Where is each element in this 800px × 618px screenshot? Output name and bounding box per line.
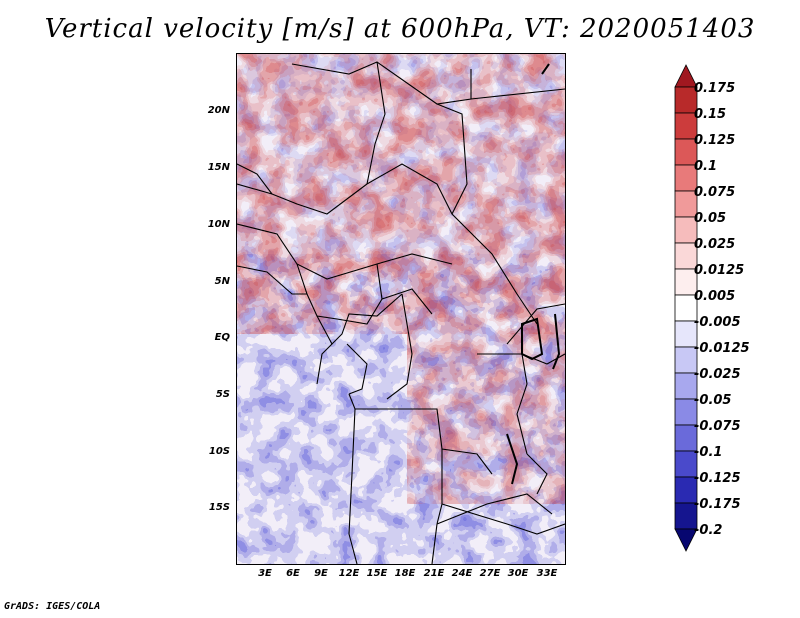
colorbar-label: 0.025 [694, 237, 736, 252]
colorbar-label: -0.075 [694, 419, 741, 434]
colorbar-label: -0.0125 [694, 341, 750, 356]
map-title: Vertical velocity [m/s] at 600hPa, VT: 2… [44, 14, 756, 44]
lat-label-10s: 10S [208, 446, 230, 457]
lon-label-30e: 30E [507, 568, 529, 579]
colorbar-label: 0.075 [694, 185, 736, 200]
lon-label-33e: 33E [536, 568, 558, 579]
colorbar-label: -0.125 [694, 471, 741, 486]
lon-label-6e: 6E [286, 568, 300, 579]
lon-label-18e: 18E [394, 568, 416, 579]
lon-label-27e: 27E [479, 568, 501, 579]
colorbar-label: 0.15 [694, 107, 727, 122]
lat-label-15n: 15N [207, 162, 230, 173]
lon-label-3e: 3E [258, 568, 272, 579]
lat-label-20n: 20N [207, 105, 230, 116]
lat-label-5s: 5S [215, 389, 230, 400]
colorbar-bin [674, 528, 698, 552]
grads-credit: GrADS: IGES/COLA [4, 601, 101, 612]
colorbar-label: -0.005 [694, 315, 741, 330]
lon-label-21e: 21E [423, 568, 445, 579]
map-panel [236, 53, 566, 565]
colorbar-label: 0.1 [694, 159, 718, 174]
lat-label-10n: 10N [207, 219, 230, 230]
colorbar-label: 0.125 [694, 133, 736, 148]
colorbar-label: -0.175 [694, 497, 741, 512]
colorbar-label: -0.2 [694, 523, 723, 538]
lon-label-24e: 24E [451, 568, 473, 579]
lat-label-15s: 15S [208, 502, 230, 513]
colorbar-label: -0.1 [694, 445, 723, 460]
colorbar-label: 0.0125 [694, 263, 745, 278]
colorbar-label: -0.025 [694, 367, 741, 382]
colorbar [674, 64, 698, 552]
colorbar-label: 0.05 [694, 211, 727, 226]
lat-label-5n: 5N [214, 276, 230, 287]
colorbar-label: -0.05 [694, 393, 732, 408]
lat-label-eq: EQ [214, 332, 230, 343]
lon-label-9e: 9E [314, 568, 328, 579]
vertical-velocity-map [237, 54, 565, 564]
lon-label-15e: 15E [366, 568, 388, 579]
colorbar-label: 0.175 [694, 81, 736, 96]
colorbar-label: 0.005 [694, 289, 736, 304]
lon-label-12e: 12E [338, 568, 360, 579]
